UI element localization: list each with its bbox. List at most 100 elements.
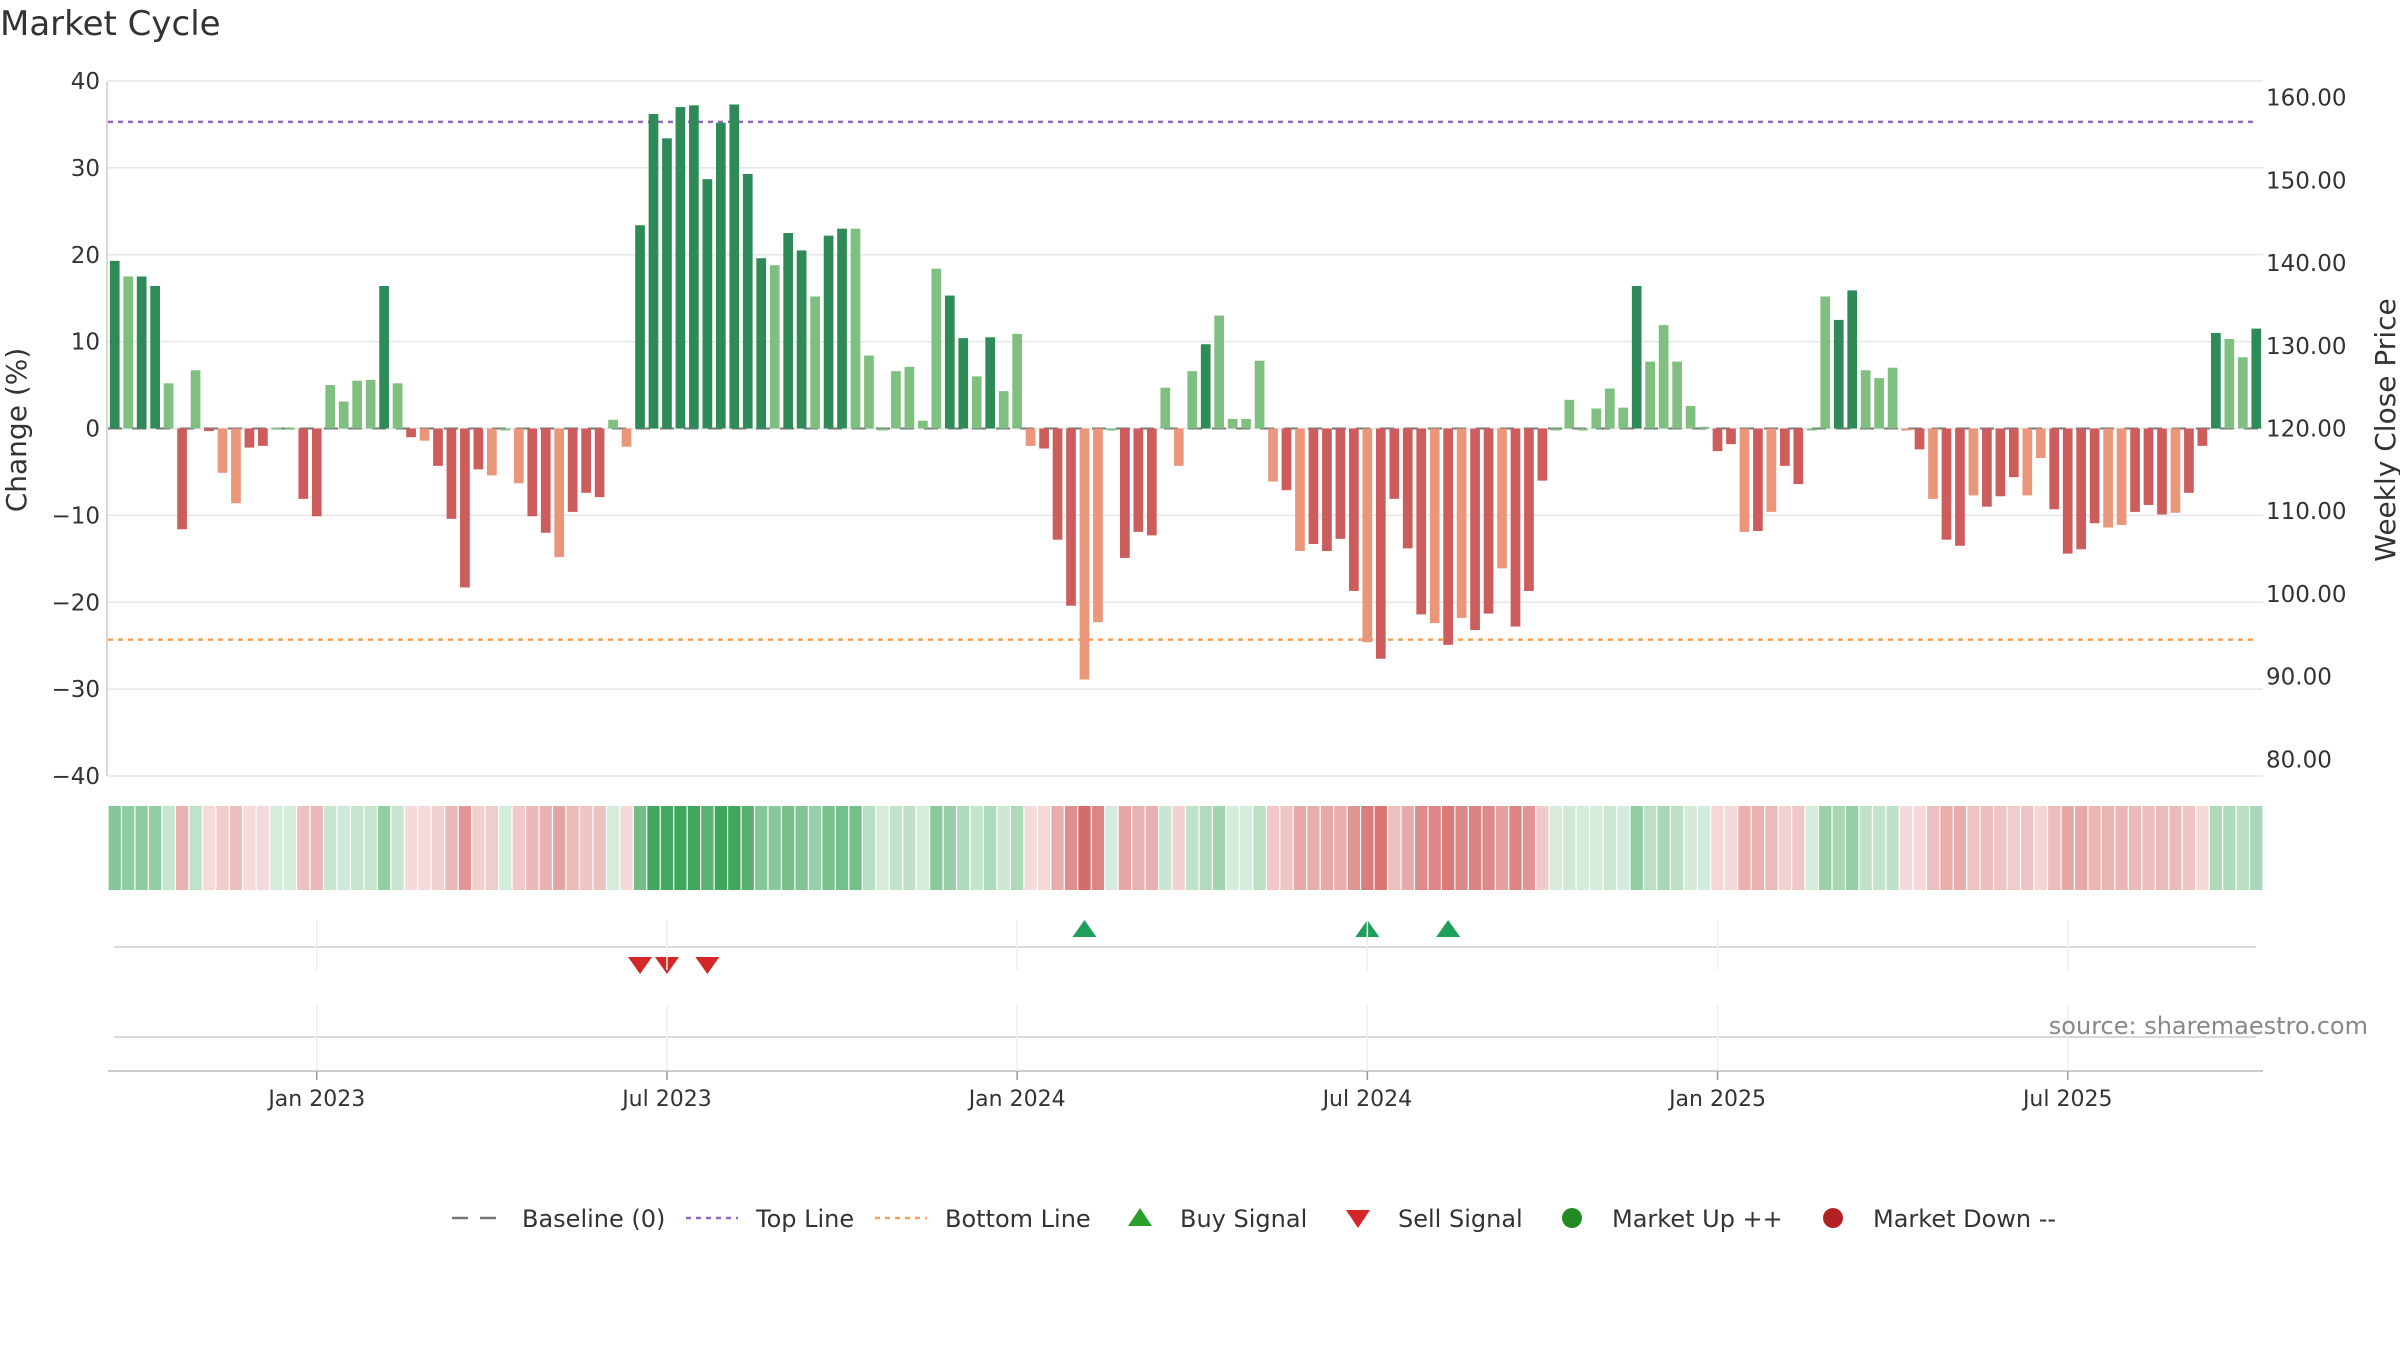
- heat-cell: [984, 806, 997, 890]
- change-bar: [500, 428, 511, 431]
- change-bar: [1564, 399, 1575, 429]
- change-bar: [1012, 333, 1022, 429]
- y2-tick-label: 130.00: [2266, 334, 2346, 360]
- heat-cell: [243, 806, 256, 890]
- heat-cell: [1940, 806, 1953, 890]
- change-bar: [931, 268, 942, 429]
- heat-cell: [2048, 806, 2061, 890]
- change-bar: [2022, 428, 2033, 496]
- heat-cell: [1172, 806, 1185, 890]
- heat-cell: [297, 806, 310, 890]
- heat-cell: [337, 806, 350, 890]
- legend-label: Sell Signal: [1398, 1205, 1523, 1233]
- heat-cell: [283, 806, 296, 890]
- heat-cell: [1105, 806, 1118, 890]
- heat-cell: [2155, 806, 2169, 890]
- heat-cell: [903, 806, 916, 890]
- heat-cell: [1145, 806, 1158, 890]
- change-bar: [877, 428, 888, 431]
- change-bar: [298, 428, 309, 499]
- change-bar: [1429, 428, 1440, 624]
- heat-cell: [2169, 806, 2182, 890]
- change-bar: [1187, 371, 1198, 429]
- legend-item: Bottom Line: [875, 1205, 1091, 1233]
- heat-cell: [1226, 806, 1239, 890]
- heat-cell: [418, 806, 431, 890]
- change-bar: [1901, 428, 1911, 431]
- x-tick-label: Jul 2023: [620, 1087, 712, 1112]
- change-bars: [109, 104, 2262, 680]
- change-bar: [1712, 428, 1723, 452]
- heat-cell: [2209, 806, 2222, 890]
- change-bar: [244, 428, 255, 448]
- x-tick-label: Jan 2025: [1667, 1087, 1766, 1112]
- heat-cell: [566, 806, 579, 890]
- heat-cell: [687, 806, 701, 890]
- change-bar: [1577, 428, 1588, 431]
- legend-label: Bottom Line: [945, 1205, 1091, 1233]
- change-bar: [1591, 408, 1602, 429]
- change-bar: [1254, 360, 1265, 429]
- heat-cell: [1873, 806, 1886, 890]
- heat-cell: [2007, 806, 2020, 890]
- change-bar: [635, 225, 645, 429]
- change-bar: [742, 173, 753, 429]
- heat-strip: [108, 806, 2263, 890]
- change-bar: [1537, 428, 1548, 481]
- legend-label: Top Line: [755, 1205, 854, 1233]
- heat-cell: [2061, 806, 2074, 890]
- y2-tick-label: 110.00: [2266, 499, 2346, 525]
- legend-label: Baseline (0): [522, 1205, 665, 1233]
- heat-cell: [526, 806, 539, 890]
- change-bar: [1941, 428, 1952, 540]
- heat-cell: [1132, 806, 1145, 890]
- change-bar: [1793, 428, 1804, 485]
- change-bar: [284, 427, 295, 430]
- legend-label: Market Down --: [1873, 1205, 2056, 1233]
- change-bar: [1106, 428, 1117, 431]
- change-bar: [756, 258, 767, 429]
- heat-cell: [1037, 806, 1051, 890]
- heat-cell: [1253, 806, 1266, 890]
- heat-cell: [1334, 806, 1347, 890]
- change-bar: [1739, 428, 1750, 532]
- heat-cell: [1657, 806, 1670, 890]
- heat-cell: [970, 806, 983, 890]
- heat-cell: [606, 806, 620, 890]
- change-bar: [1200, 344, 1211, 429]
- change-bar: [2251, 328, 2262, 429]
- change-bar: [352, 380, 363, 429]
- change-bar: [1025, 428, 1036, 446]
- change-bar: [891, 371, 901, 429]
- change-bar: [1416, 428, 1427, 615]
- change-bar: [1874, 378, 1884, 429]
- y-tick-label: 40: [71, 69, 100, 95]
- heat-cell: [768, 806, 781, 890]
- heat-cell: [1805, 806, 1818, 890]
- heat-cell: [1482, 806, 1495, 890]
- change-bar: [433, 428, 443, 466]
- change-bar: [783, 233, 794, 429]
- change-bar: [406, 428, 416, 438]
- heat-cell: [1091, 806, 1105, 890]
- change-bar: [2035, 428, 2046, 459]
- change-bar: [1079, 428, 1090, 680]
- heat-cell: [862, 806, 876, 890]
- y2-tick-label: 90.00: [2266, 665, 2332, 691]
- heat-cell: [1549, 806, 1563, 890]
- heat-cell: [175, 806, 189, 890]
- change-bar: [1604, 388, 1615, 429]
- heat-cell: [957, 806, 970, 890]
- heat-cell: [1011, 806, 1024, 890]
- y2-tick-label: 140.00: [2266, 251, 2346, 277]
- heat-cell: [1213, 806, 1226, 890]
- heat-cell: [2142, 806, 2155, 890]
- change-bar: [1268, 428, 1278, 482]
- heat-cell: [1563, 806, 1576, 890]
- change-bar: [1052, 428, 1063, 540]
- heat-cell: [1684, 806, 1697, 890]
- change-bar: [769, 265, 780, 429]
- heat-cell: [1899, 806, 1913, 890]
- heat-cell: [2236, 806, 2249, 890]
- change-bar: [2008, 428, 2019, 478]
